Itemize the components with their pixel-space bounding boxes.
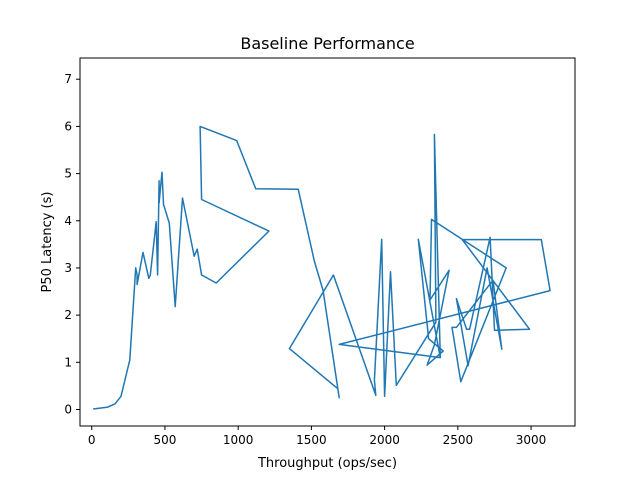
y-tick-label: 5 [64,167,72,181]
x-tick-label: 2000 [369,433,400,447]
plot-area [93,125,551,410]
x-tick-label: 3000 [516,433,547,447]
x-tick-label: 1000 [223,433,254,447]
x-tick-label: 1500 [296,433,327,447]
x-tick-label: 2500 [443,433,474,447]
y-axis: 0 1 2 3 4 5 6 7 [64,72,80,416]
y-tick-label: 0 [64,402,72,416]
y-tick-label: 6 [64,119,72,133]
chart-title: Baseline Performance [240,34,414,53]
y-tick-label: 3 [64,261,72,275]
y-tick-label: 4 [64,214,72,228]
x-axis-label: Throughput (ops/sec) [257,456,397,471]
x-tick-label: 500 [153,433,176,447]
y-tick-label: 2 [64,308,72,322]
series-line-0 [93,125,551,410]
y-tick-label: 1 [64,355,72,369]
axes-frame [79,57,576,427]
x-tick-label: 0 [88,433,96,447]
x-axis: 0 500 1000 1500 2000 2500 3000 [88,426,546,447]
y-tick-label: 7 [64,72,72,86]
y-axis-label: P50 Latency (s) [40,192,55,293]
